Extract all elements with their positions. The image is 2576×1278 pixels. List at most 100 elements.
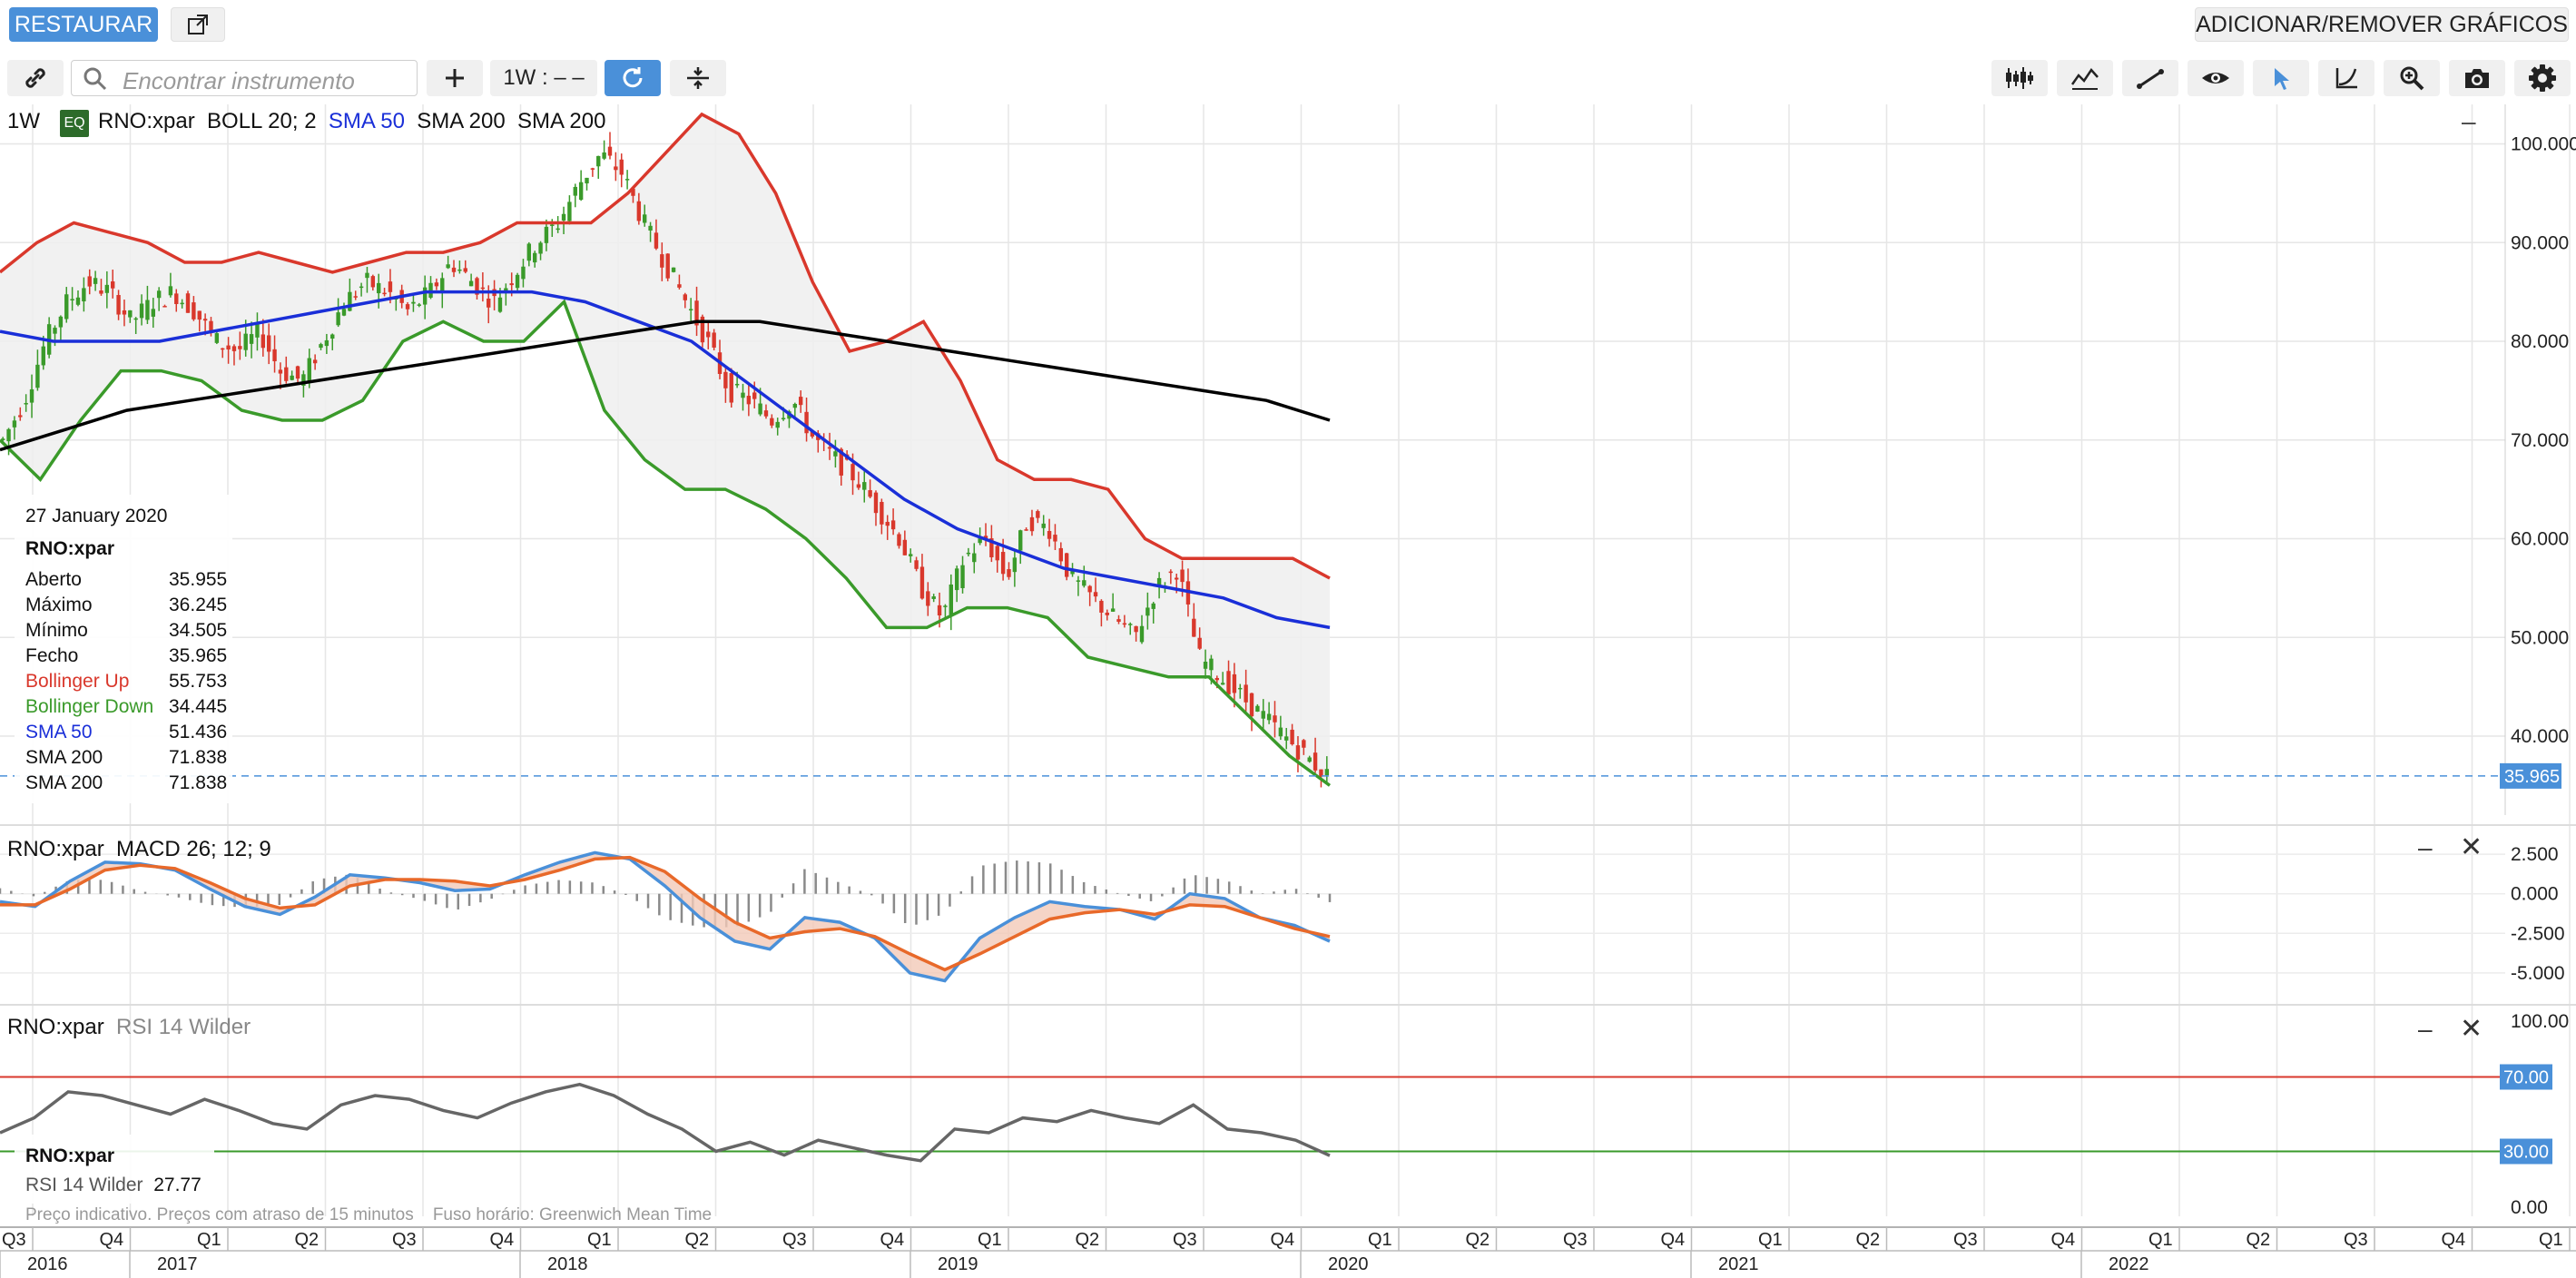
candle-body (741, 392, 745, 398)
info-date: 27 January 2020 (25, 506, 168, 526)
camera-icon (2465, 69, 2489, 88)
indicators-button[interactable] (2057, 60, 2113, 96)
y-axis-tick-label: 100.000 (2511, 134, 2576, 155)
candle-body (926, 591, 930, 606)
chart-type-button[interactable] (1991, 60, 2048, 96)
zoom-button[interactable] (2384, 60, 2440, 96)
split-view-button[interactable] (670, 60, 726, 96)
candle-body (706, 331, 711, 338)
candle-body (1151, 603, 1155, 609)
settings-button[interactable] (2514, 60, 2571, 96)
candle-body (307, 358, 311, 382)
curve-tool-button[interactable] (2318, 60, 2374, 96)
info-row-label: SMA 200 (25, 747, 103, 768)
candle-body (1134, 625, 1138, 633)
candle-body (567, 202, 572, 221)
screenshot-button[interactable] (2449, 60, 2505, 96)
candle-body (763, 410, 769, 417)
candle-body (1313, 752, 1318, 771)
macd-title: MACD 26; 12; 9 (116, 837, 271, 861)
candle-body (1099, 600, 1104, 613)
main-pane-minimize-icon[interactable]: – (2462, 107, 2476, 135)
candle-body (810, 430, 815, 437)
draw-line-button[interactable] (2122, 60, 2178, 96)
candle-body (156, 290, 162, 299)
rsi-close-icon[interactable]: ✕ (2460, 1014, 2483, 1044)
curve-icon (2335, 68, 2357, 89)
candle-body (873, 492, 879, 514)
info-row-value: 34.505 (169, 620, 228, 641)
candle-body (619, 159, 624, 175)
info-row-label: Mínimo (25, 620, 88, 641)
candle-body (1244, 684, 1248, 703)
candle-body (1273, 715, 1277, 723)
candle-body (192, 302, 196, 320)
legend-sma50[interactable]: SMA 50 (328, 109, 405, 133)
link-button[interactable] (7, 60, 64, 96)
rsi-info-bg (15, 1135, 214, 1204)
macd-signal-line (0, 855, 1331, 972)
add-remove-charts-button[interactable]: ADICIONAR/REMOVER GRÁFICOS (2195, 7, 2569, 42)
rsi-30-tag-bg (2500, 1138, 2552, 1165)
candle-body (1214, 677, 1219, 681)
legend-bollinger[interactable]: BOLL 20; 2 (207, 109, 317, 133)
candle-body (839, 448, 843, 476)
candle-body (139, 303, 144, 319)
candle-body (238, 346, 242, 349)
macd-minimize-icon[interactable]: – (2418, 833, 2433, 861)
candle-body (1007, 569, 1011, 577)
candle-body (1128, 624, 1133, 625)
candle-body (590, 168, 595, 170)
candle-body (422, 287, 428, 305)
candle-body (377, 282, 381, 294)
cursor-button[interactable] (2253, 60, 2309, 96)
add-instrument-button[interactable] (427, 60, 483, 96)
candle-body (336, 312, 340, 326)
legend-sma200-b[interactable]: SMA 200 (517, 109, 606, 133)
candle-body (353, 296, 358, 298)
rsi-symbol: RNO:xpar (7, 1015, 104, 1039)
candle-body (243, 333, 248, 350)
candle-body (919, 566, 925, 599)
candle-body (463, 268, 467, 272)
candle-body (1110, 608, 1116, 612)
candle-body (278, 369, 283, 374)
x-axis-quarter-label: Q1 (978, 1230, 1002, 1250)
legend-sma200-a[interactable]: SMA 200 (417, 109, 506, 133)
sma50-line (0, 290, 1331, 630)
candle-body (729, 373, 733, 403)
rsi-info-value: 27.77 (153, 1175, 202, 1195)
legend-symbol[interactable]: RNO:xpar (98, 109, 195, 133)
candle-body (631, 188, 635, 196)
visibility-button[interactable] (2188, 60, 2244, 96)
candle-body (1203, 661, 1208, 669)
restore-button[interactable]: RESTAURAR (9, 7, 158, 42)
refresh-button[interactable] (605, 60, 661, 96)
search-icon (84, 67, 107, 91)
popout-button[interactable] (171, 7, 225, 42)
x-axis-quarter-label: Q4 (1661, 1230, 1686, 1250)
candle-body (885, 521, 890, 526)
rsi-minimize-icon[interactable]: – (2418, 1015, 2433, 1043)
candle-body (515, 274, 520, 289)
candle-body (1249, 693, 1254, 717)
candle-body (301, 374, 306, 386)
candle-body (1226, 671, 1231, 695)
interval-selector[interactable]: 1W : – – (490, 60, 597, 96)
candle-body (1093, 592, 1098, 597)
candle-body (544, 226, 549, 243)
instrument-search-input[interactable]: Encontrar instrumento (71, 60, 418, 96)
rsi-pane-title: RNO:xpar RSI 14 Wilder (7, 1015, 251, 1040)
candle-body (504, 288, 508, 291)
candle-body (688, 309, 693, 310)
macd-close-icon[interactable]: ✕ (2460, 832, 2483, 862)
candle-body (1284, 736, 1289, 741)
rsi-info-row: RSI 14 Wilder 27.77 (25, 1175, 202, 1196)
last-price-tag-bg (2500, 762, 2561, 789)
candle-body (0, 438, 5, 440)
candle-body (122, 310, 127, 315)
info-row-value: 71.838 (169, 747, 228, 768)
candle-body (1064, 553, 1069, 577)
candle-body (734, 383, 740, 386)
